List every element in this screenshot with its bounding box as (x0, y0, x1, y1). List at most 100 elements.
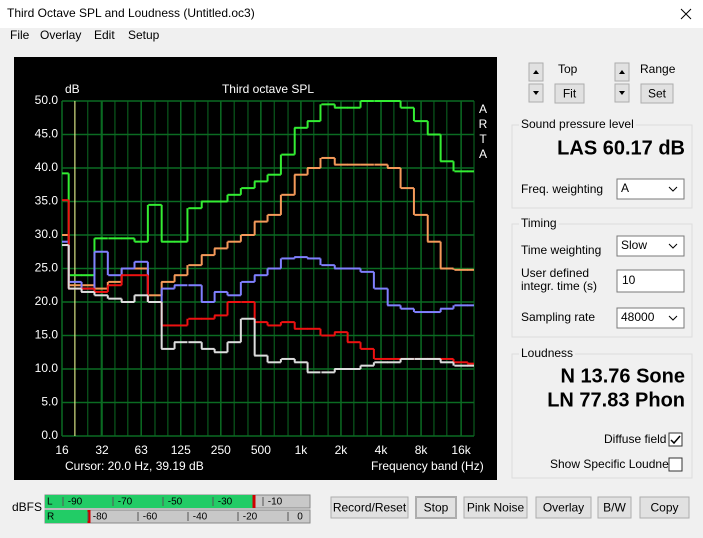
dropdown[interactable] (616, 178, 685, 200)
y-tick-label: 45.0 (35, 127, 59, 141)
y-tick-label: 35.0 (35, 194, 59, 208)
label: User defined (521, 266, 589, 280)
chart-title: Third octave SPL (222, 82, 314, 96)
x-tick-label: 63 (135, 443, 149, 457)
group-title-bg (519, 346, 576, 361)
x-tick-label: 4k (375, 443, 389, 457)
x-tick-label: 2k (335, 443, 349, 457)
label: Sampling rate (521, 310, 595, 324)
button[interactable] (415, 496, 457, 519)
meter-tick-label: -20 (243, 512, 258, 523)
cursor-readout: Cursor: 20.0 Hz, 39.19 dB (65, 459, 204, 473)
menu-item[interactable]: Overlay (40, 28, 81, 42)
spin-up-arrow (619, 70, 625, 74)
group-title: Sound pressure level (521, 117, 634, 131)
meter-tick-label: -50 (168, 497, 183, 508)
y-tick-label: 10.0 (35, 361, 59, 375)
y-tick-label: 0.0 (41, 428, 58, 442)
button[interactable] (639, 496, 690, 519)
meter-tick-label: -60 (143, 512, 158, 523)
y-tick-label: 25.0 (35, 261, 59, 275)
spin-down-arrow (619, 91, 625, 95)
x-tick-label: 8k (415, 443, 429, 457)
x-tick-label: 1k (295, 443, 309, 457)
button[interactable] (640, 83, 674, 104)
title-bar (0, 0, 703, 28)
button[interactable] (330, 496, 409, 519)
button[interactable] (554, 83, 585, 104)
group-title: Loudness (521, 346, 573, 360)
button[interactable] (463, 496, 528, 519)
dropdown-value: A (621, 181, 629, 195)
group-title-bg (519, 216, 559, 231)
menu-item[interactable]: Setup (128, 28, 160, 42)
x-tick-label: 250 (211, 443, 231, 457)
x-tick-label: 16 (55, 443, 69, 457)
y-tick-label: 50.0 (35, 93, 59, 107)
dropdown[interactable] (616, 235, 685, 257)
y-tick-label: 40.0 (35, 160, 59, 174)
meter-tick-label: -10 (268, 497, 283, 508)
channel-label: L (47, 497, 53, 508)
loudness-n: N 13.76 Sone (560, 365, 685, 387)
button-label: Copy (650, 501, 678, 515)
dropdown-value: Slow (621, 238, 647, 252)
meter-bar (45, 495, 253, 508)
group-title-bg (519, 117, 636, 132)
group-title: Timing (521, 216, 557, 230)
meter-tick-label: -70 (118, 497, 133, 508)
x-tick-label: 32 (95, 443, 109, 457)
side-label: ARTA (476, 102, 490, 162)
spl-reading: LAS 60.17 dB (557, 137, 685, 159)
y-tick-label: 30.0 (35, 227, 59, 241)
checkmark (670, 435, 681, 445)
button-label: Stop (424, 501, 449, 515)
y-tick-label: 15.0 (35, 328, 59, 342)
text-input[interactable] (616, 269, 685, 293)
y-axis-label: dB (65, 82, 80, 96)
button[interactable] (535, 496, 592, 519)
label: Top (558, 62, 578, 76)
label: Time weighting (521, 243, 601, 257)
x-tick-label: 500 (251, 443, 271, 457)
group-box (511, 353, 693, 479)
dropdown-arrow (668, 315, 678, 321)
series-group (62, 100, 474, 374)
menu-item[interactable]: File (10, 28, 30, 42)
checkbox-label: Diffuse field (604, 432, 666, 446)
button-label: Overlay (543, 501, 584, 515)
meter-tick-label: -80 (93, 512, 108, 523)
close-icon[interactable] (680, 8, 692, 20)
checkbox-label: Show Specific Loudness (550, 457, 681, 471)
channel-label: R (47, 512, 54, 523)
group-box (511, 223, 693, 338)
input-value: 10 (622, 273, 636, 287)
meter-tick-label: 0 (297, 512, 303, 523)
button[interactable] (597, 496, 632, 519)
checkbox[interactable] (668, 432, 683, 447)
y-tick-label: 20.0 (35, 294, 59, 308)
meter-tick-label: -40 (193, 512, 208, 523)
checkbox[interactable] (668, 457, 683, 472)
spin-up-arrow (533, 70, 539, 74)
x-tick-label: 16k (451, 443, 471, 457)
meter-tick-label: -30 (218, 497, 233, 508)
button-label: Set (648, 87, 667, 101)
label: Range (640, 62, 676, 76)
menu-item[interactable]: Edit (94, 28, 115, 42)
dropdown-arrow (668, 243, 678, 249)
y-tick-label: 5.0 (41, 395, 58, 409)
dropdown-value: 48000 (621, 310, 655, 324)
meter-tick-label: -90 (68, 497, 83, 508)
peak-marker (252, 495, 256, 508)
window-title: Third Octave SPL and Loudness (Untitled.… (7, 6, 255, 20)
dropdown[interactable] (616, 307, 685, 329)
meter-bar (45, 510, 88, 523)
x-tick-label: 125 (171, 443, 191, 457)
x-axis-label: Frequency band (Hz) (371, 459, 484, 473)
button-label: B/W (603, 501, 626, 515)
button-label: Record/Reset (333, 501, 407, 515)
button-label: Pink Noise (467, 501, 525, 515)
spin-down-arrow (533, 91, 539, 95)
